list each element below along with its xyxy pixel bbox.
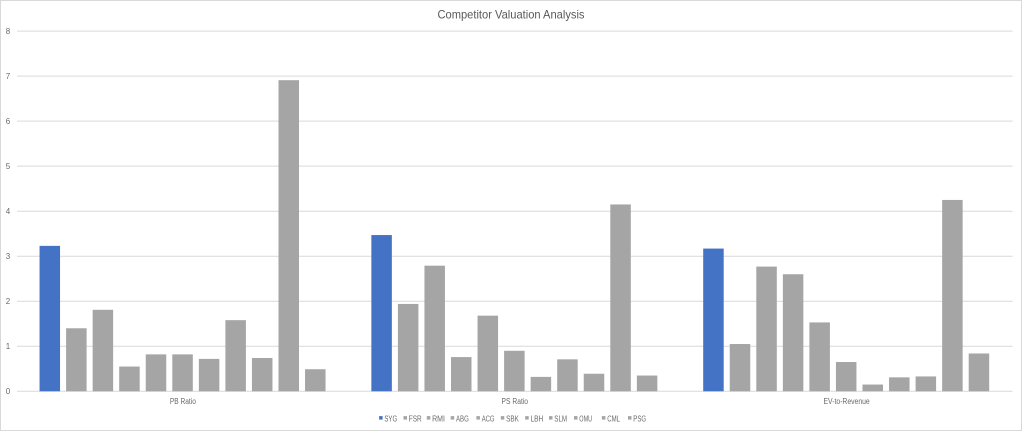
svg-text:PSG: PSG	[633, 414, 646, 423]
svg-text:ACG: ACG	[482, 414, 495, 423]
svg-text:SYG: SYG	[384, 414, 397, 423]
svg-text:SBK: SBK	[506, 414, 519, 423]
svg-text:3: 3	[6, 252, 11, 261]
svg-text:1: 1	[6, 342, 11, 351]
svg-text:8: 8	[6, 27, 11, 36]
svg-text:EV-to-Revenue: EV-to-Revenue	[824, 397, 871, 406]
svg-text:SLM: SLM	[554, 414, 567, 423]
svg-text:FSR: FSR	[409, 414, 422, 423]
svg-text:Competitor Valuation Analysis: Competitor Valuation Analysis	[438, 8, 585, 22]
svg-text:0: 0	[6, 387, 11, 396]
svg-text:LBH: LBH	[531, 414, 544, 423]
svg-text:OMU: OMU	[579, 414, 592, 423]
svg-text:CML: CML	[607, 414, 620, 423]
svg-text:6: 6	[6, 117, 11, 126]
svg-text:PB Ratio: PB Ratio	[170, 397, 196, 406]
svg-text:RMI: RMI	[432, 414, 445, 423]
svg-text:2: 2	[6, 297, 11, 306]
svg-text:ABG: ABG	[456, 414, 469, 423]
svg-text:PS Ratio: PS Ratio	[502, 397, 529, 406]
svg-text:4: 4	[6, 207, 11, 216]
svg-text:7: 7	[6, 72, 11, 81]
svg-text:5: 5	[6, 162, 11, 171]
